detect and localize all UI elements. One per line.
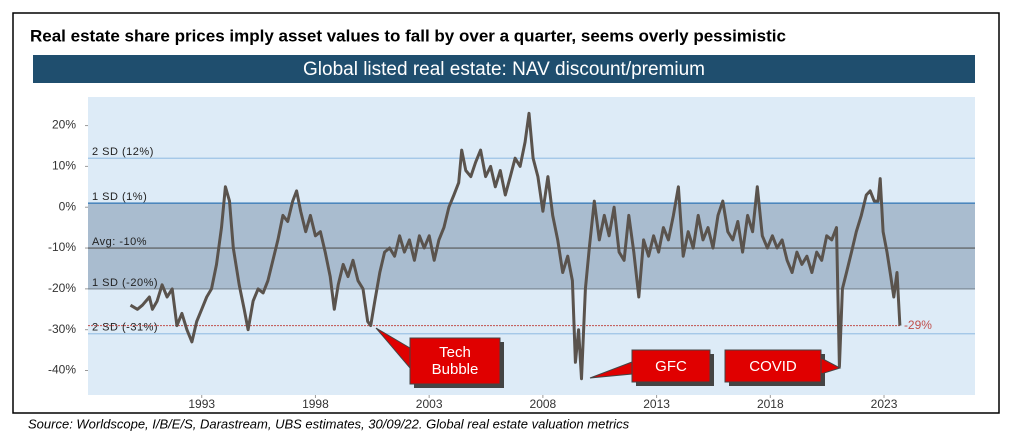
banner xyxy=(33,55,975,83)
x-tick-label: 2018 xyxy=(757,397,784,411)
y-tick-label: 20% xyxy=(52,118,76,132)
y-tick-label: 10% xyxy=(52,159,76,173)
callout-text: COVID xyxy=(749,357,797,375)
x-tick-label: 1993 xyxy=(188,397,215,411)
x-tick-label: 2013 xyxy=(643,397,670,411)
x-tick-label: 2008 xyxy=(530,397,557,411)
y-tick-label: -30% xyxy=(48,322,76,336)
reference-label: Avg: -10% xyxy=(92,236,147,248)
x-tick-label: 2003 xyxy=(416,397,443,411)
reference-label: 2 SD (12%) xyxy=(92,146,154,158)
callout-text: Tech Bubble xyxy=(431,344,479,378)
callout-text: GFC xyxy=(655,357,687,375)
current-label: -29% xyxy=(904,318,932,332)
callout-box xyxy=(409,337,501,385)
callout-box xyxy=(724,349,822,383)
reference-label: 1 SD (1%) xyxy=(92,191,147,203)
chart-title: Real estate share prices imply asset val… xyxy=(30,26,786,45)
sd-band xyxy=(88,203,975,289)
x-tick-label: 2023 xyxy=(871,397,898,411)
y-tick-label: -10% xyxy=(48,240,76,254)
y-tick-label: -40% xyxy=(48,363,76,377)
x-tick-label: 1998 xyxy=(302,397,329,411)
reference-label: 2 SD (-31%) xyxy=(92,322,158,334)
reference-label: 1 SD (-20%) xyxy=(92,277,158,289)
chart-subtitle: Global listed real estate: NAV discount/… xyxy=(303,59,705,80)
source-note: Source: Worldscope, I/B/E/S, Darastream,… xyxy=(28,416,630,431)
data-line xyxy=(129,111,902,381)
callout-box xyxy=(631,349,711,383)
y-tick-label: 0% xyxy=(59,199,77,213)
y-tick-label: -20% xyxy=(48,281,76,295)
